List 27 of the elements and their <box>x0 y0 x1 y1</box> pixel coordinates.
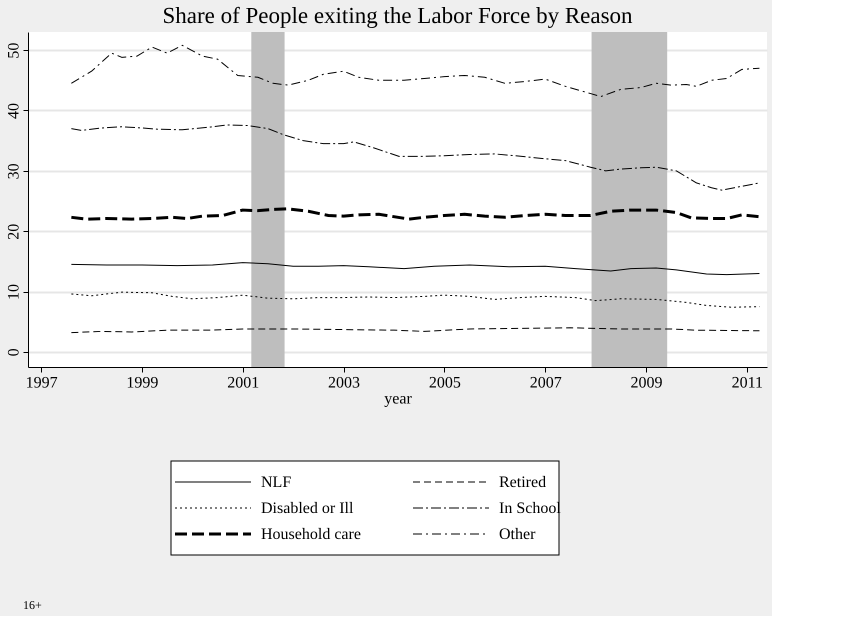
legend-label: Disabled or Ill <box>261 500 354 517</box>
y-tick-label: 20 <box>6 224 22 240</box>
line-series <box>70 292 760 308</box>
chart-title: Share of People exiting the Labor Force by Reason <box>162 3 634 28</box>
text: 16+ <box>23 598 42 612</box>
x-tick-label: 2003 <box>328 374 360 392</box>
line-series <box>70 207 761 221</box>
legend-label: Other <box>499 526 536 543</box>
x-axis-title: year <box>384 390 412 408</box>
x-tick-label: 2011 <box>732 374 764 392</box>
x-tick-label: 2007 <box>530 374 562 392</box>
y-tick-label: 50 <box>6 42 22 59</box>
x-tick-label: 2005 <box>428 374 461 392</box>
line-series <box>70 44 760 98</box>
x-tick-label: 1999 <box>126 374 158 392</box>
line-series <box>70 124 760 191</box>
x-tick-label: 2001 <box>227 374 260 392</box>
legend-label: Retired <box>499 474 546 491</box>
legend-label: NLF <box>261 474 292 491</box>
y-tick-label: 10 <box>6 284 22 300</box>
line-series <box>70 262 760 276</box>
legend-label: Household care <box>261 526 361 543</box>
y-tick-label: 30 <box>6 163 22 180</box>
y-tick-label: 0 <box>6 348 22 356</box>
x-tick-label: 2009 <box>630 374 663 392</box>
y-tick-label: 40 <box>6 102 22 119</box>
x-tick-label: 1997 <box>26 374 58 392</box>
